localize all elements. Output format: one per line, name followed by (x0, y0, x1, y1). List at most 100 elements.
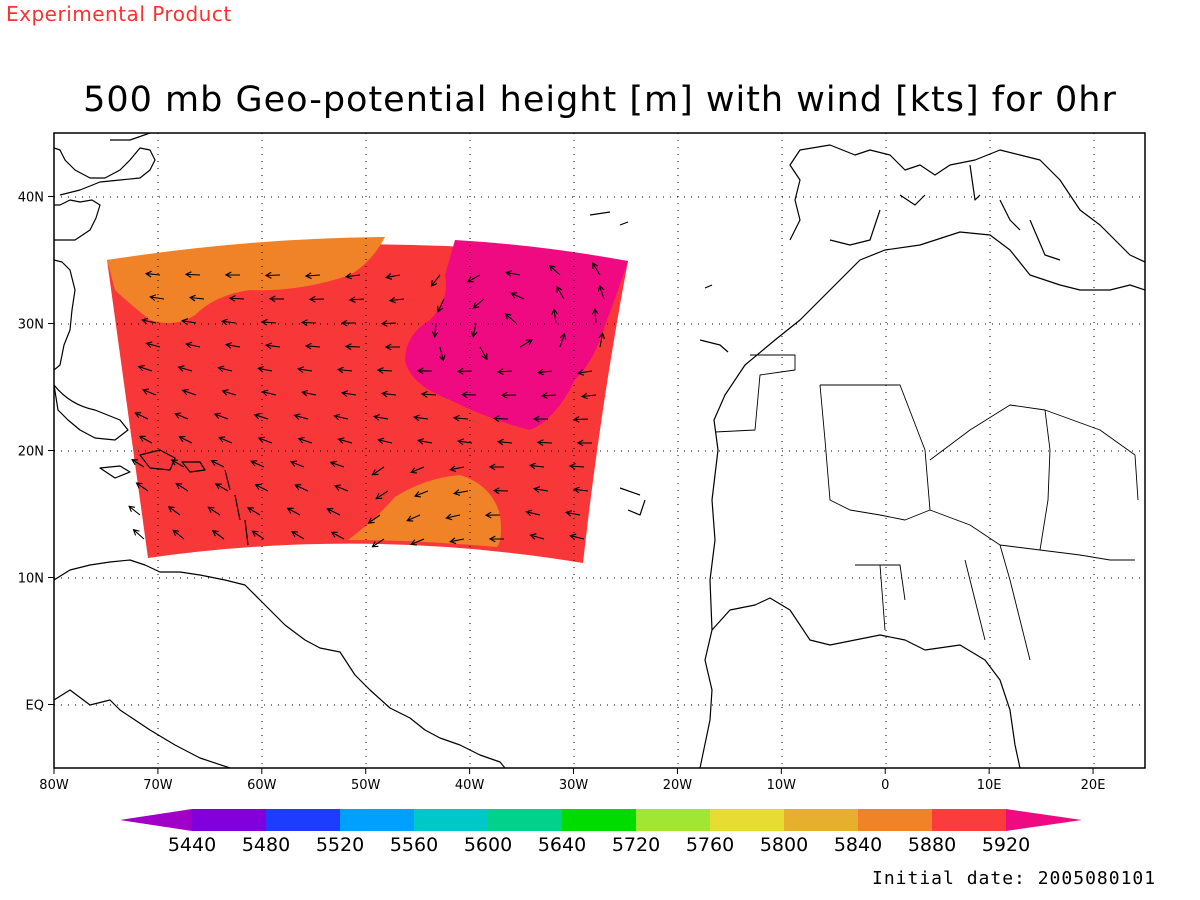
wind-arrow (286, 507, 301, 516)
wind-arrow (598, 332, 605, 348)
wind-arrow (519, 339, 534, 348)
wind-arrow (449, 465, 465, 473)
wind-arrow (178, 436, 193, 444)
wind-arrow (175, 482, 189, 492)
y-tick-labels: EQ 10N 20N 30N 40N (18, 191, 44, 714)
y-tick-label: EQ (26, 699, 44, 714)
wind-arrow (220, 318, 237, 326)
wind-arrow (247, 507, 261, 516)
wind-arrow (384, 343, 400, 351)
africa-borders (714, 354, 1139, 661)
wind-arrow (257, 365, 273, 373)
wind-arrow (181, 318, 197, 325)
colorbar-lower-extension (120, 809, 192, 831)
wind-arrow (505, 270, 521, 277)
x-tick-label: 20W (663, 778, 693, 793)
colorbar-segment (636, 809, 710, 831)
wind-arrow (340, 319, 357, 327)
atlantic-islands (589, 211, 729, 516)
wind-arrow (371, 538, 385, 548)
wind-arrow (460, 391, 477, 399)
x-tick-label: 40W (455, 778, 485, 793)
wind-arrow (261, 389, 277, 397)
height-field (107, 237, 628, 563)
colorbar-label: 5720 (612, 834, 660, 856)
wind-arrow (177, 365, 193, 372)
colorbar (120, 809, 1082, 831)
wind-arrow (597, 284, 605, 300)
wind-arrow (344, 272, 361, 280)
wind-arrow (141, 317, 157, 325)
wind-arrow (225, 342, 241, 349)
wind-arrow (470, 322, 478, 338)
wind-arrow (228, 295, 245, 302)
wind-arrow (138, 435, 153, 444)
wind-arrow (479, 346, 488, 361)
wind-arrow (254, 483, 269, 492)
wind-arrow (218, 436, 233, 444)
wind-arrow (188, 294, 205, 302)
wind-arrow (580, 392, 597, 400)
wind-arrow (385, 273, 401, 280)
wind-arrow (294, 484, 309, 492)
wind-arrow (592, 262, 601, 276)
wind-arrow (300, 319, 317, 327)
wind-arrow (528, 462, 545, 470)
wind-arrow (548, 264, 561, 276)
wind-arrow (260, 318, 277, 326)
wind-arrow (437, 298, 445, 313)
wind-arrow (181, 388, 197, 396)
wind-arrow (264, 342, 281, 350)
x-tick-label: 80W (39, 778, 69, 793)
wind-arrow (337, 437, 353, 444)
wind-arrow (551, 308, 558, 324)
experimental-product-label: Experimental Product (6, 2, 232, 26)
caribbean-islands (54, 384, 249, 546)
x-tick-label: 60W (247, 778, 277, 793)
wind-arrow (417, 438, 433, 445)
wind-arrow (214, 483, 229, 492)
y-tick-label: 30N (18, 318, 44, 333)
colorbar-label: 5480 (242, 834, 290, 856)
wind-arrow (591, 307, 599, 324)
colorbar-label: 5600 (464, 834, 512, 856)
wind-arrow (135, 482, 149, 492)
wind-arrow (456, 367, 473, 375)
wind-arrow (412, 414, 429, 422)
wind-arrow (224, 271, 241, 279)
x-tick-label: 10E (977, 778, 1002, 793)
wind-arrow (221, 389, 237, 396)
wind-arrow (559, 332, 567, 348)
wind-arrow (377, 437, 393, 445)
wind-arrow (304, 342, 321, 350)
map-area (54, 133, 1145, 768)
europe-coast (789, 144, 1145, 263)
wind-arrow (452, 414, 469, 422)
wind-arrow (291, 531, 305, 540)
wind-arrow (128, 505, 141, 516)
colorbar-label: 5880 (908, 834, 956, 856)
colorbar-segment (488, 809, 562, 831)
wind-arrow (492, 415, 509, 422)
wind-arrow (326, 508, 341, 516)
wind-arrow (251, 530, 265, 540)
south-america-coast (54, 559, 506, 768)
wind-arrow (137, 364, 153, 372)
wind-arrow (568, 462, 585, 470)
colorbar-segment (192, 809, 266, 831)
y-tick-label: 10N (18, 572, 44, 587)
colorbar-label: 5640 (538, 834, 586, 856)
wind-arrow (217, 365, 233, 373)
wind-arrow (297, 366, 313, 373)
wind-arrow (496, 438, 513, 446)
wind-arrow (565, 510, 581, 517)
wind-arrow (556, 285, 565, 300)
wind-arrow (131, 459, 145, 468)
wind-arrow (445, 513, 461, 521)
africa-coast (699, 231, 1145, 768)
x-tick-label: 30W (559, 778, 589, 793)
wind-arrow (264, 271, 281, 279)
wind-arrow (304, 272, 321, 280)
x-tick-label: 20E (1081, 778, 1106, 793)
wind-arrow (207, 506, 221, 516)
